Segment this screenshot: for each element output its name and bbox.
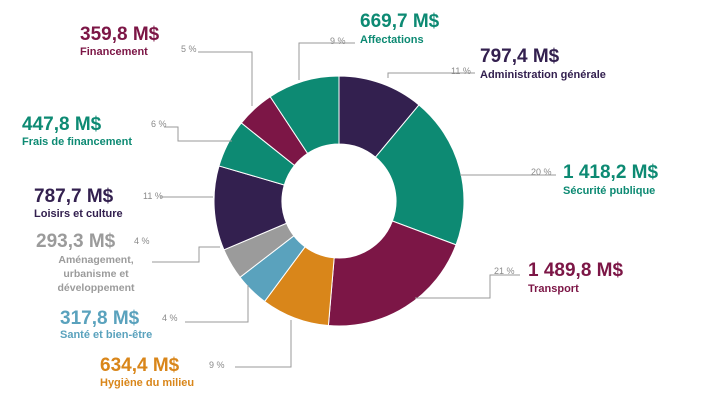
slice-1 [374,104,465,246]
slice-category-5: Aménagement, urbanisme et développement [57,254,135,295]
leader-line-0 [387,72,475,78]
leader-line-8 [198,51,253,106]
slice-amount-6: 787,7 M$ [34,186,114,207]
slice-percent-0: 11 % [451,66,471,76]
slice-amount-5: 293,3 M$ [36,231,116,252]
slice-amount-3: 634,4 M$ [100,355,180,376]
slice-category-8: Financement [80,46,148,58]
slice-category-0: Administration générale [480,69,606,81]
donut-slices [213,75,465,327]
slice-amount-2: 1 489,8 M$ [528,260,624,281]
slice-category-1: Sécurité publique [563,185,656,197]
slice-category-7: Frais de financement [22,136,133,148]
slice-2 [327,220,457,327]
slice-category-2: Transport [528,283,579,295]
slice-percent-4: 4 % [162,313,178,323]
leader-lines [152,42,556,368]
slice-category-4: Santé et bien-être [60,329,153,341]
slice-percent-2: 21 % [494,266,515,276]
slice-category-9: Affectations [360,34,424,46]
slice-amount-1: 1 418,2 M$ [563,162,659,183]
slice-category-3: Hygiène du milieu [100,377,195,389]
slice-percent-7: 6 % [151,119,167,129]
slice-amount-7: 447,8 M$ [22,114,102,135]
leader-line-4 [185,285,249,323]
slice-percent-1: 20 % [531,167,552,177]
slice-amount-9: 669,7 M$ [360,11,440,32]
slice-9 [269,75,340,155]
slice-amount-4: 317,8 M$ [60,308,140,329]
slice-percent-3: 9 % [209,360,225,370]
slice-amount-8: 359,8 M$ [80,24,160,45]
slice-percent-6: 11 % [143,191,163,201]
slice-percent-5: 4 % [134,236,150,246]
slice-percent-9: 9 % [330,36,346,46]
slice-category-6: Loisirs et culture [34,208,123,220]
leader-line-2 [415,274,520,299]
slice-percent-8: 5 % [181,44,197,54]
leader-line-3 [235,320,292,368]
slice-amount-0: 797,4 M$ [480,46,560,67]
leader-line-7 [164,126,232,142]
leader-line-9 [298,42,355,80]
leader-line-5 [152,246,220,263]
